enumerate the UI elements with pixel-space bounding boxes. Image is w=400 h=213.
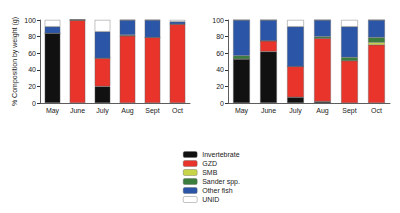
svg-text:60: 60	[28, 50, 36, 57]
svg-text:June: June	[261, 107, 276, 114]
svg-text:May: May	[235, 107, 249, 115]
svg-text:0: 0	[32, 100, 36, 107]
svg-text:100: 100	[212, 17, 224, 24]
svg-text:20: 20	[216, 83, 224, 90]
svg-text:% Composition by weight (g): % Composition by weight (g)	[11, 17, 19, 106]
svg-text:40: 40	[216, 66, 224, 73]
svg-text:0: 0	[220, 100, 224, 107]
svg-text:July: July	[96, 107, 109, 115]
svg-text:20: 20	[28, 83, 36, 90]
svg-text:GZD: GZD	[202, 160, 217, 167]
svg-text:Invertebrate: Invertebrate	[202, 151, 239, 158]
svg-text:Sept: Sept	[145, 107, 159, 115]
svg-text:100: 100	[24, 17, 36, 24]
svg-text:SMB: SMB	[202, 169, 218, 176]
svg-text:Sander spp.: Sander spp.	[202, 178, 240, 186]
svg-text:60: 60	[216, 50, 224, 57]
svg-text:Sept: Sept	[342, 107, 356, 115]
svg-text:80: 80	[28, 33, 36, 40]
svg-text:Oct: Oct	[172, 107, 183, 114]
svg-text:80: 80	[216, 33, 224, 40]
svg-text:July: July	[289, 107, 302, 115]
svg-text:June: June	[70, 107, 85, 114]
svg-text:May: May	[46, 107, 60, 115]
svg-text:Other fish: Other fish	[202, 187, 232, 194]
svg-text:Oct: Oct	[371, 107, 382, 114]
svg-text:40: 40	[28, 66, 36, 73]
svg-text:UNID: UNID	[202, 196, 219, 203]
svg-text:Aug: Aug	[316, 107, 329, 115]
svg-text:Aug: Aug	[121, 107, 134, 115]
